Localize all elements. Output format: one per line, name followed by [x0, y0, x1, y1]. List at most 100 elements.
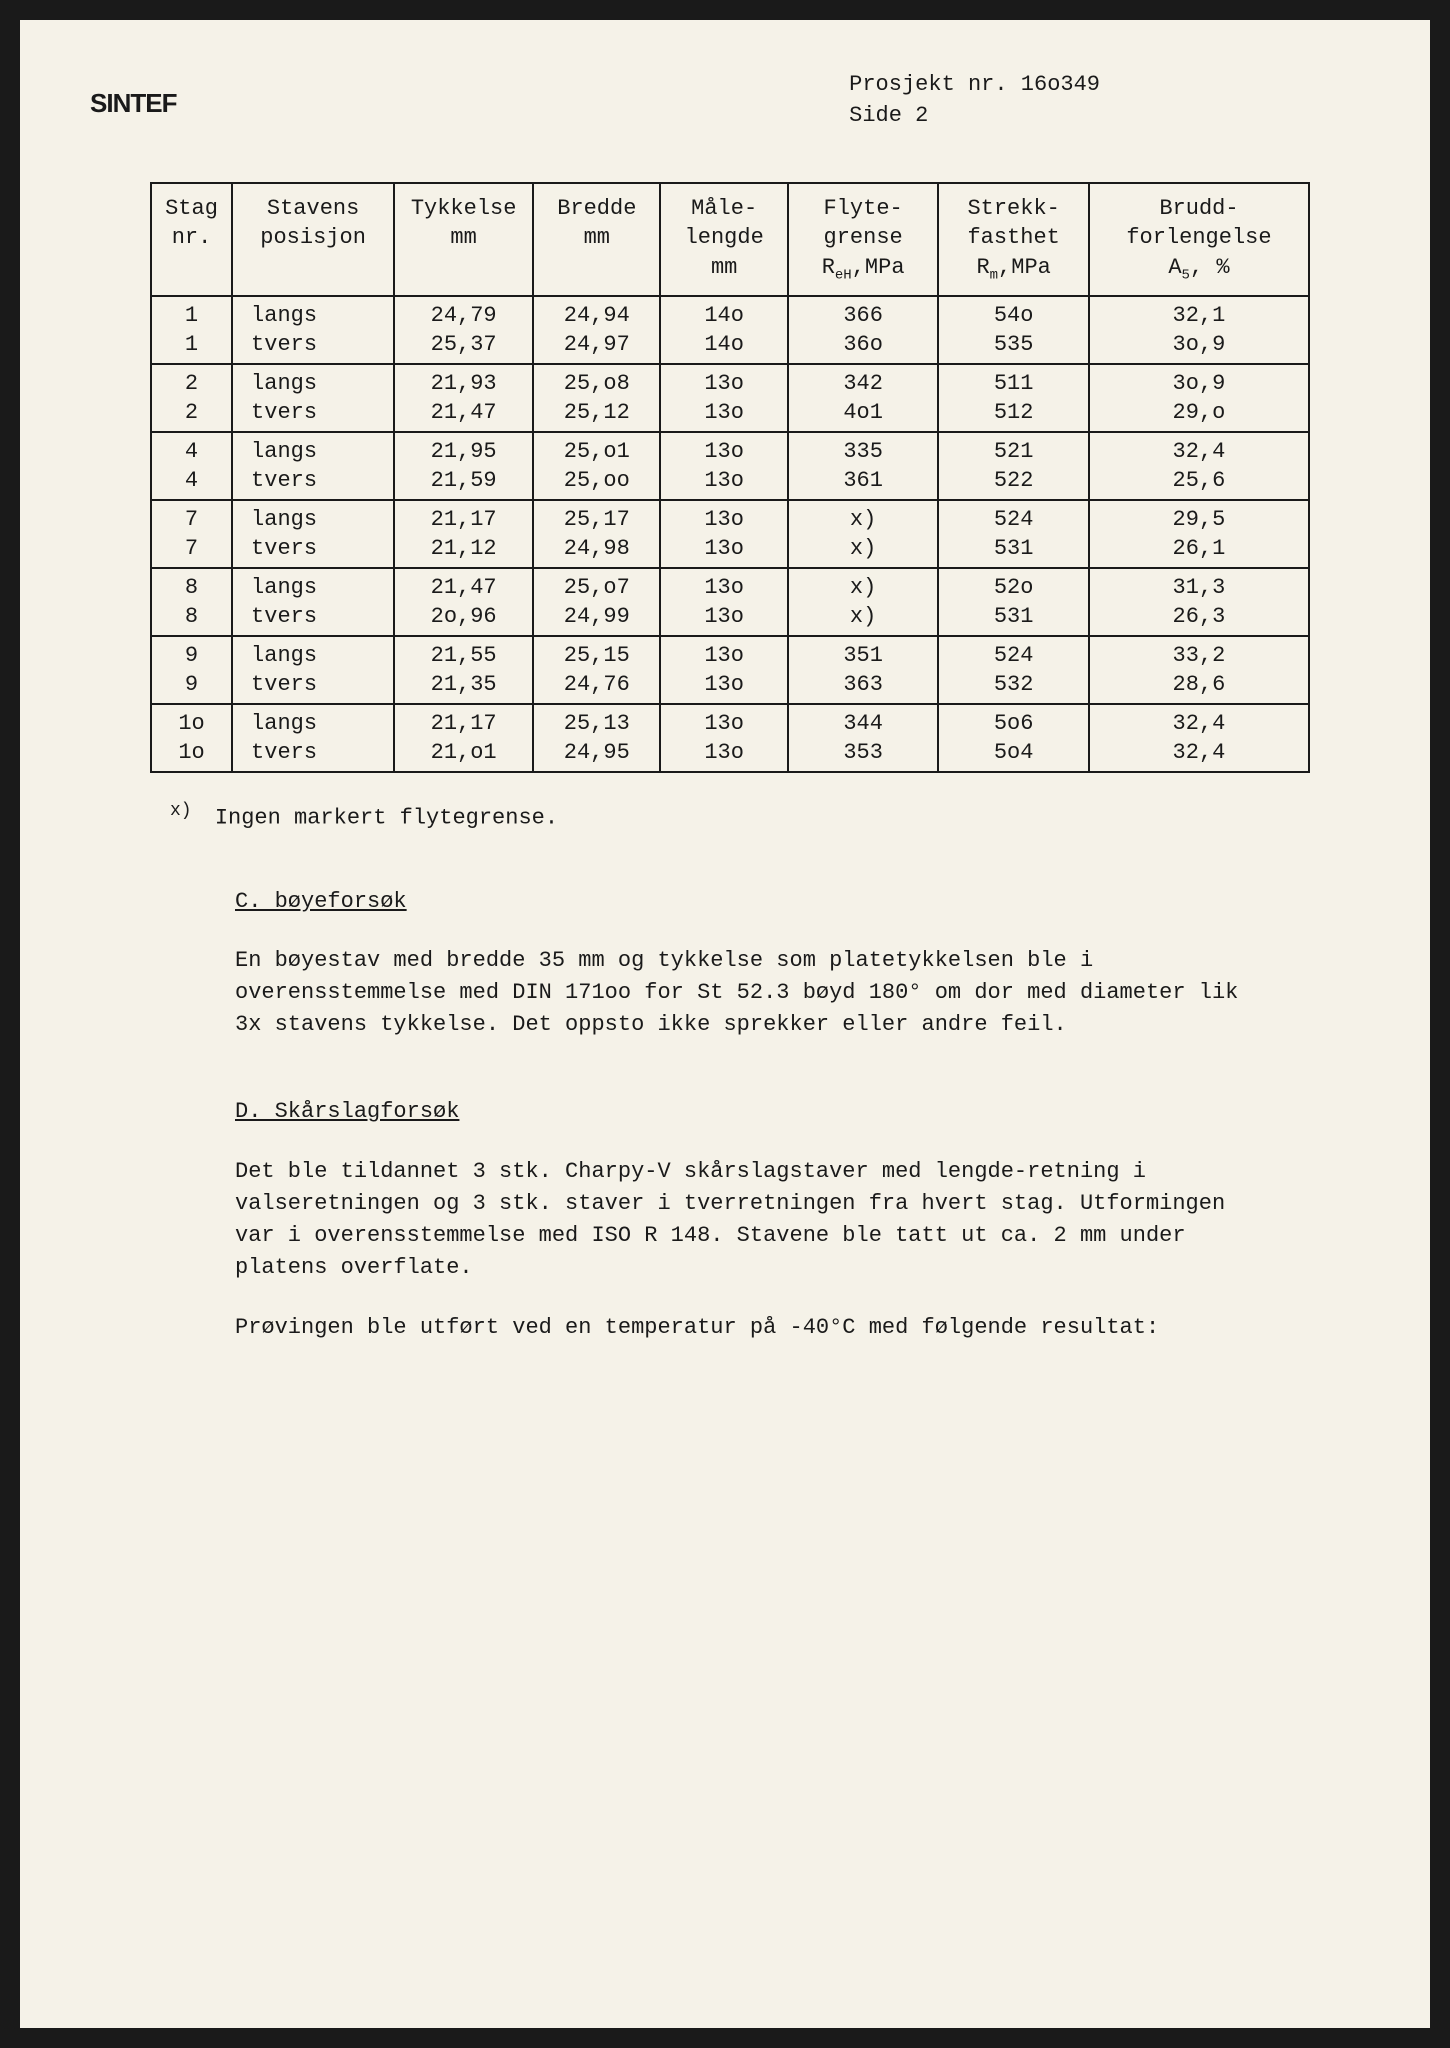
- header: SINTEF Prosjekt nr. 16o349 Side 2: [90, 70, 1370, 132]
- table-row: 1tvers25,3724,9714o36o5353o,9: [151, 330, 1309, 364]
- table-header-cell: Strekk-fasthetRm,MPa: [938, 183, 1089, 297]
- section-title: C. bøyeforsøk: [235, 886, 1260, 918]
- table-row: 2langs21,9325,o813o3425113o,9: [151, 364, 1309, 398]
- table-row: 2tvers21,4725,1213o4o151229,o: [151, 398, 1309, 432]
- table-cell: x): [788, 602, 939, 636]
- table-header-cell: Tykkelsemm: [394, 183, 533, 297]
- table-cell: 511: [938, 364, 1089, 398]
- table-cell: 21,95: [394, 432, 533, 466]
- table-cell: 3o,9: [1089, 330, 1309, 364]
- table-cell: 14o: [660, 296, 787, 330]
- table-header-cell: Brudd-forlengelseA5, %: [1089, 183, 1309, 297]
- table-cell: 1o: [151, 738, 232, 772]
- table-cell: 521: [938, 432, 1089, 466]
- table-cell: 24,99: [533, 602, 660, 636]
- table-cell: 32,4: [1089, 738, 1309, 772]
- table-header-cell: Breddemm: [533, 183, 660, 297]
- section: D. Skårslagforsøk Det ble tildannet 3 stk…: [235, 1096, 1260, 1343]
- table-cell: tvers: [232, 330, 394, 364]
- table-cell: tvers: [232, 534, 394, 568]
- table-cell: 13o: [660, 364, 787, 398]
- table-cell: 21,35: [394, 670, 533, 704]
- table-cell: 24,97: [533, 330, 660, 364]
- table-cell: 29,5: [1089, 500, 1309, 534]
- section: C. bøyeforsøk En bøyestav med bredde 35 m…: [235, 886, 1260, 1042]
- table-cell: 31,3: [1089, 568, 1309, 602]
- logo: SINTEF: [90, 88, 176, 119]
- table-cell: 36o: [788, 330, 939, 364]
- table-cell: 25,17: [533, 500, 660, 534]
- table-row: 1langs24,7924,9414o36654o32,1: [151, 296, 1309, 330]
- table-cell: 24,98: [533, 534, 660, 568]
- table-row: 9tvers21,3524,7613o36353228,6: [151, 670, 1309, 704]
- table-row: 7langs21,1725,1713ox)52429,5: [151, 500, 1309, 534]
- table-cell: 512: [938, 398, 1089, 432]
- table-cell: 2: [151, 398, 232, 432]
- table-cell: 13o: [660, 670, 787, 704]
- table-cell: langs: [232, 432, 394, 466]
- table-cell: langs: [232, 500, 394, 534]
- table-cell: 25,15: [533, 636, 660, 670]
- table-row: 7tvers21,1224,9813ox)53126,1: [151, 534, 1309, 568]
- footnote-marker: x): [170, 801, 192, 821]
- footnote-text: Ingen markert flytegrense.: [215, 806, 558, 831]
- table-cell: 21,12: [394, 534, 533, 568]
- table-cell: 4: [151, 432, 232, 466]
- table-cell: 28,6: [1089, 670, 1309, 704]
- project-info: Prosjekt nr. 16o349 Side 2: [849, 70, 1100, 132]
- table-cell: 24,95: [533, 738, 660, 772]
- paragraph: En bøyestav med bredde 35 mm og tykkelse…: [235, 945, 1260, 1041]
- table-cell: 1: [151, 296, 232, 330]
- paragraph: Det ble tildannet 3 stk. Charpy-V skårsl…: [235, 1156, 1260, 1284]
- table-cell: 21,47: [394, 568, 533, 602]
- table-cell: 4o1: [788, 398, 939, 432]
- table-cell: 25,o7: [533, 568, 660, 602]
- table-cell: 26,3: [1089, 602, 1309, 636]
- table-cell: 24,79: [394, 296, 533, 330]
- table-cell: 52o: [938, 568, 1089, 602]
- table-cell: 13o: [660, 466, 787, 500]
- table-cell: tvers: [232, 466, 394, 500]
- table-header-cell: Stagnr.: [151, 183, 232, 297]
- page-number: Side 2: [849, 101, 1100, 132]
- table-cell: 522: [938, 466, 1089, 500]
- table-cell: 535: [938, 330, 1089, 364]
- table-cell: 531: [938, 534, 1089, 568]
- table-cell: langs: [232, 568, 394, 602]
- table-cell: 5o4: [938, 738, 1089, 772]
- table-cell: langs: [232, 364, 394, 398]
- table-header-cell: Flyte-grenseReH,MPa: [788, 183, 939, 297]
- table-cell: 8: [151, 602, 232, 636]
- table-cell: x): [788, 568, 939, 602]
- table-header-row: Stagnr.StavensposisjonTykkelsemmBreddemm…: [151, 183, 1309, 297]
- table-cell: 13o: [660, 602, 787, 636]
- table-cell: x): [788, 534, 939, 568]
- table-cell: 13o: [660, 738, 787, 772]
- table-cell: 25,37: [394, 330, 533, 364]
- table-row: 4tvers21,5925,oo13o36152225,6: [151, 466, 1309, 500]
- table-cell: 3o,9: [1089, 364, 1309, 398]
- table-cell: 363: [788, 670, 939, 704]
- section-title: D. Skårslagforsøk: [235, 1096, 1260, 1128]
- table-cell: 9: [151, 670, 232, 704]
- table-cell: 342: [788, 364, 939, 398]
- table-cell: tvers: [232, 398, 394, 432]
- table-cell: 25,o8: [533, 364, 660, 398]
- table-cell: 7: [151, 500, 232, 534]
- table-row: 8langs21,4725,o713ox)52o31,3: [151, 568, 1309, 602]
- table-cell: tvers: [232, 738, 394, 772]
- data-table: Stagnr.StavensposisjonTykkelsemmBreddemm…: [150, 182, 1310, 774]
- table-cell: x): [788, 500, 939, 534]
- table-cell: 13o: [660, 398, 787, 432]
- table-cell: 32,4: [1089, 704, 1309, 738]
- table-cell: 21,93: [394, 364, 533, 398]
- project-number: Prosjekt nr. 16o349: [849, 70, 1100, 101]
- table-cell: 21,47: [394, 398, 533, 432]
- table-cell: 25,12: [533, 398, 660, 432]
- table-cell: 353: [788, 738, 939, 772]
- table-cell: 13o: [660, 432, 787, 466]
- table-cell: 344: [788, 704, 939, 738]
- table-cell: 5o6: [938, 704, 1089, 738]
- table-cell: 335: [788, 432, 939, 466]
- table-row: 4langs21,9525,o113o33552132,4: [151, 432, 1309, 466]
